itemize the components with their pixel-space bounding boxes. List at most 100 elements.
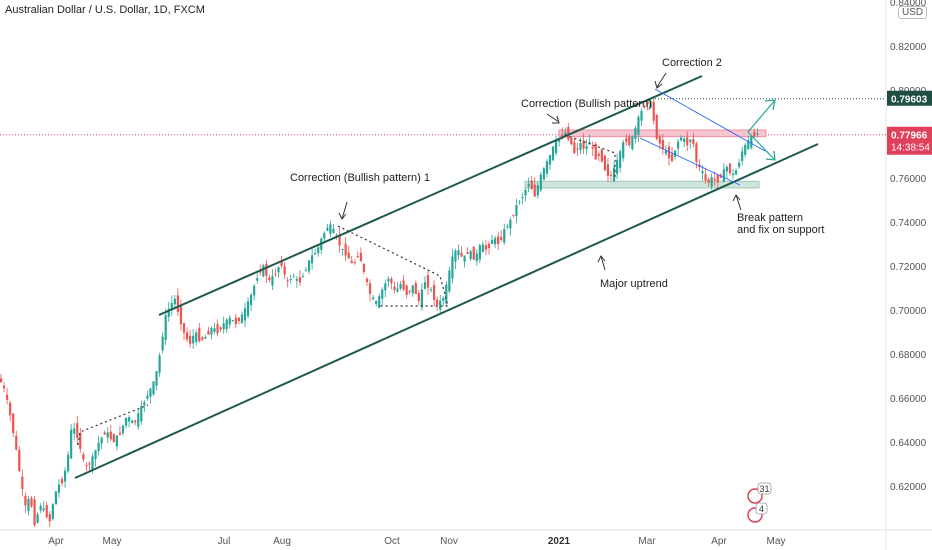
candle-body bbox=[192, 335, 195, 344]
candle-body bbox=[170, 302, 173, 310]
candle-body bbox=[265, 263, 268, 276]
candle-body bbox=[347, 252, 350, 259]
candle-body bbox=[91, 456, 94, 470]
candle-body bbox=[6, 394, 9, 400]
candle-body bbox=[344, 243, 347, 256]
candle-body bbox=[713, 178, 716, 181]
candle-body bbox=[414, 283, 417, 295]
candle-body bbox=[573, 142, 576, 153]
candle-body bbox=[326, 227, 329, 231]
candle-body bbox=[579, 142, 582, 151]
candle-body bbox=[454, 250, 457, 262]
candle-body bbox=[21, 476, 24, 490]
candle-body bbox=[298, 277, 301, 283]
candle-body bbox=[616, 159, 619, 174]
candle-body bbox=[451, 256, 454, 279]
candle-body bbox=[411, 285, 414, 294]
candle-body bbox=[128, 417, 131, 422]
candle-body bbox=[228, 317, 231, 325]
candle-body bbox=[628, 136, 631, 146]
candle-body bbox=[619, 151, 622, 168]
candle-body bbox=[109, 431, 112, 440]
candle-body bbox=[185, 332, 189, 340]
pointer-arrow bbox=[735, 194, 742, 211]
annotation-label: Correction 2 bbox=[662, 57, 722, 69]
candle-body bbox=[744, 144, 747, 155]
candle-body bbox=[393, 286, 396, 291]
candle-body bbox=[582, 140, 585, 149]
currency-badge[interactable]: USD bbox=[898, 6, 928, 19]
candle-body bbox=[210, 327, 213, 335]
candle-body bbox=[606, 164, 610, 176]
candle-body bbox=[225, 319, 228, 330]
candle-body bbox=[689, 139, 692, 142]
candle-body bbox=[436, 299, 439, 306]
candle-body bbox=[27, 499, 30, 512]
candle-body bbox=[558, 139, 561, 142]
candle-body bbox=[408, 290, 411, 292]
annotation-label: Correction (Bullish pattern) 1 bbox=[290, 172, 430, 184]
candle-body bbox=[48, 514, 51, 522]
candle-body bbox=[375, 301, 378, 304]
pointer-arrow bbox=[341, 201, 348, 220]
candle-body bbox=[161, 336, 164, 351]
candle-body bbox=[426, 275, 430, 288]
candle-body bbox=[524, 190, 527, 196]
candle-body bbox=[173, 298, 176, 305]
candle-body bbox=[631, 136, 634, 150]
x-tick-label: Apr bbox=[711, 536, 727, 547]
candle-body bbox=[88, 463, 91, 465]
candle-body bbox=[420, 289, 423, 308]
pointer-arrow-head bbox=[338, 212, 347, 220]
candle-body bbox=[63, 470, 67, 482]
candle-body bbox=[649, 101, 652, 108]
candles bbox=[0, 96, 759, 528]
projection-arrow-head bbox=[764, 99, 776, 111]
pattern-dotted-line bbox=[77, 404, 149, 446]
x-tick-label: Jul bbox=[218, 536, 231, 547]
pointer-arrow-head bbox=[732, 194, 741, 202]
candle-body bbox=[658, 137, 661, 144]
candle-body bbox=[692, 139, 695, 145]
candle-body bbox=[76, 423, 79, 438]
pointer-arrow-head bbox=[654, 80, 663, 89]
candle-body bbox=[521, 196, 524, 198]
candle-body bbox=[466, 252, 469, 254]
candle-body bbox=[12, 413, 15, 433]
x-tick-label: Aug bbox=[273, 536, 291, 547]
candle-body bbox=[271, 276, 274, 286]
candle-body bbox=[231, 320, 234, 322]
candle-body bbox=[338, 234, 341, 246]
candle-body bbox=[283, 266, 286, 275]
candle-body bbox=[439, 300, 442, 310]
candle-body bbox=[515, 204, 518, 216]
candle-body bbox=[106, 432, 109, 438]
candle-body bbox=[292, 276, 295, 278]
candle-body bbox=[597, 153, 600, 156]
price-label-text: 0.77966 bbox=[891, 131, 928, 142]
candle-body bbox=[219, 327, 222, 330]
projection-arrow bbox=[747, 99, 776, 133]
lower-channel-line bbox=[74, 143, 819, 479]
candle-body bbox=[603, 155, 606, 171]
candle-body bbox=[518, 201, 521, 203]
candle-body bbox=[731, 173, 735, 176]
candle-body bbox=[664, 150, 667, 154]
candle-body bbox=[341, 248, 344, 250]
candle-body bbox=[304, 269, 308, 271]
candle-body bbox=[667, 146, 671, 159]
candle-body bbox=[146, 395, 149, 399]
candle-body bbox=[750, 136, 753, 148]
candle-body bbox=[36, 514, 39, 523]
candle-body bbox=[259, 270, 262, 273]
candle-body bbox=[402, 280, 405, 290]
candle-body bbox=[362, 264, 366, 272]
candle-body bbox=[365, 278, 369, 283]
candle-body bbox=[189, 335, 192, 344]
candle-body bbox=[94, 450, 97, 459]
candle-body bbox=[250, 294, 253, 306]
candle-body bbox=[500, 236, 503, 241]
candle-body bbox=[677, 141, 680, 149]
candle-body bbox=[216, 324, 219, 334]
